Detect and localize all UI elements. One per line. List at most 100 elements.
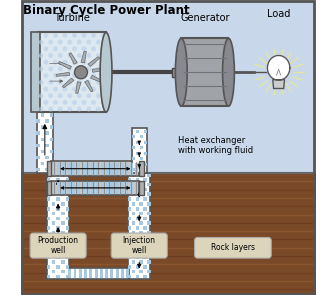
Bar	[132, 157, 134, 160]
Bar	[47, 265, 50, 268]
Circle shape	[44, 60, 48, 64]
Polygon shape	[267, 55, 290, 80]
Bar	[106, 163, 109, 175]
Circle shape	[96, 67, 100, 71]
Bar	[144, 141, 147, 144]
Bar	[132, 135, 134, 138]
Bar	[128, 246, 131, 249]
Bar	[139, 181, 144, 195]
Bar	[56, 226, 60, 230]
Circle shape	[87, 81, 91, 84]
Bar	[147, 212, 151, 215]
Bar	[38, 32, 106, 112]
Circle shape	[87, 94, 91, 98]
Bar	[61, 202, 65, 206]
Bar	[56, 275, 60, 278]
Circle shape	[92, 101, 95, 104]
Polygon shape	[56, 72, 70, 76]
Polygon shape	[58, 62, 72, 69]
Circle shape	[101, 87, 105, 91]
Bar	[47, 207, 50, 211]
Bar	[61, 193, 65, 196]
Bar	[139, 270, 143, 273]
Bar	[47, 236, 50, 240]
Circle shape	[44, 87, 48, 91]
Bar	[143, 265, 147, 268]
Ellipse shape	[222, 38, 235, 106]
Bar	[135, 226, 139, 230]
Circle shape	[39, 81, 43, 84]
Circle shape	[92, 74, 95, 77]
Bar	[56, 207, 60, 211]
Bar	[135, 275, 139, 278]
Bar	[96, 182, 99, 194]
Text: Binary Cycle Power Plant: Binary Cycle Power Plant	[24, 4, 190, 17]
Bar	[115, 182, 119, 194]
Bar	[74, 269, 77, 278]
Bar	[132, 231, 135, 235]
Bar	[61, 241, 65, 244]
Circle shape	[101, 101, 105, 104]
Bar	[111, 182, 114, 194]
Bar	[51, 193, 55, 196]
Bar	[47, 275, 50, 278]
Circle shape	[58, 67, 62, 71]
Bar	[147, 241, 151, 244]
Bar	[144, 163, 147, 165]
Circle shape	[58, 54, 62, 57]
Bar	[61, 231, 65, 235]
Bar	[47, 217, 50, 220]
Bar	[134, 163, 138, 175]
FancyBboxPatch shape	[195, 237, 271, 258]
Bar	[139, 250, 143, 254]
Bar	[94, 269, 97, 278]
Ellipse shape	[175, 38, 187, 106]
Bar	[66, 207, 70, 211]
Bar	[121, 269, 124, 278]
Bar	[139, 202, 143, 206]
Circle shape	[96, 94, 100, 98]
Circle shape	[68, 81, 72, 84]
Text: Rock layers: Rock layers	[211, 243, 255, 252]
Bar	[66, 246, 70, 249]
Bar	[67, 163, 71, 175]
Bar	[66, 236, 70, 240]
Bar	[105, 269, 108, 278]
Bar	[128, 236, 131, 240]
Bar	[47, 246, 50, 249]
Circle shape	[58, 107, 62, 111]
Bar	[72, 163, 76, 175]
Bar	[128, 188, 131, 191]
Bar	[45, 168, 49, 171]
Bar	[51, 212, 55, 215]
Bar	[147, 193, 151, 196]
Bar	[139, 241, 143, 244]
Bar	[41, 137, 44, 141]
Bar	[132, 173, 135, 177]
Circle shape	[78, 94, 81, 98]
Bar	[132, 202, 135, 206]
Bar	[143, 226, 147, 230]
Bar	[147, 231, 151, 235]
Circle shape	[78, 81, 81, 84]
Bar	[41, 162, 44, 165]
Bar	[36, 156, 40, 159]
Bar	[51, 181, 139, 195]
Circle shape	[101, 34, 105, 37]
Circle shape	[87, 107, 91, 111]
Bar	[132, 146, 134, 149]
Circle shape	[49, 107, 52, 111]
Circle shape	[39, 67, 43, 71]
Bar	[50, 113, 53, 117]
Bar	[61, 270, 65, 273]
Bar	[140, 157, 143, 160]
Bar	[181, 38, 228, 106]
Circle shape	[49, 94, 52, 98]
Circle shape	[54, 47, 57, 50]
Circle shape	[101, 60, 105, 64]
Bar	[56, 265, 60, 268]
Bar	[136, 163, 139, 165]
Bar	[47, 178, 50, 181]
Circle shape	[58, 94, 62, 98]
Bar	[82, 163, 85, 175]
